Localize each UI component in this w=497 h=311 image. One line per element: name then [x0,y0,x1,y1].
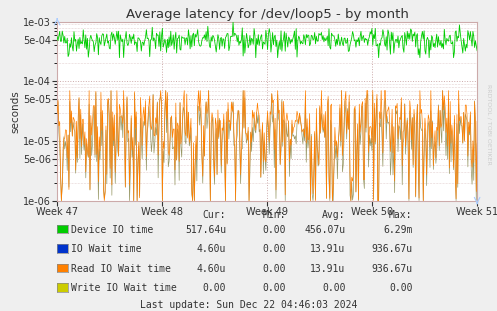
Text: 0.00: 0.00 [262,244,286,254]
Text: 0.00: 0.00 [389,283,413,293]
Text: Cur:: Cur: [203,210,226,220]
Text: 0.00: 0.00 [262,283,286,293]
Text: 4.60u: 4.60u [197,244,226,254]
Text: Last update: Sun Dec 22 04:46:03 2024: Last update: Sun Dec 22 04:46:03 2024 [140,300,357,310]
Title: Average latency for /dev/loop5 - by month: Average latency for /dev/loop5 - by mont… [126,7,409,21]
Text: Avg:: Avg: [322,210,345,220]
Text: 936.67u: 936.67u [371,244,413,254]
Text: 13.91u: 13.91u [310,264,345,274]
Text: 936.67u: 936.67u [371,264,413,274]
Text: Read IO Wait time: Read IO Wait time [71,264,171,274]
Text: Write IO Wait time: Write IO Wait time [71,283,177,293]
Text: 0.00: 0.00 [262,225,286,234]
Text: Device IO time: Device IO time [71,225,153,234]
Text: IO Wait time: IO Wait time [71,244,142,254]
Text: Max:: Max: [389,210,413,220]
Text: RRDTOOL / TOBI OETIKER: RRDTOOL / TOBI OETIKER [486,84,491,165]
Y-axis label: seconds: seconds [10,90,20,132]
Text: 4.60u: 4.60u [197,264,226,274]
Text: 0.00: 0.00 [322,283,345,293]
Text: 0.00: 0.00 [203,283,226,293]
Text: 13.91u: 13.91u [310,244,345,254]
Text: Min:: Min: [262,210,286,220]
Text: 0.00: 0.00 [262,264,286,274]
Text: 517.64u: 517.64u [185,225,226,234]
Text: 6.29m: 6.29m [383,225,413,234]
Text: 456.07u: 456.07u [304,225,345,234]
